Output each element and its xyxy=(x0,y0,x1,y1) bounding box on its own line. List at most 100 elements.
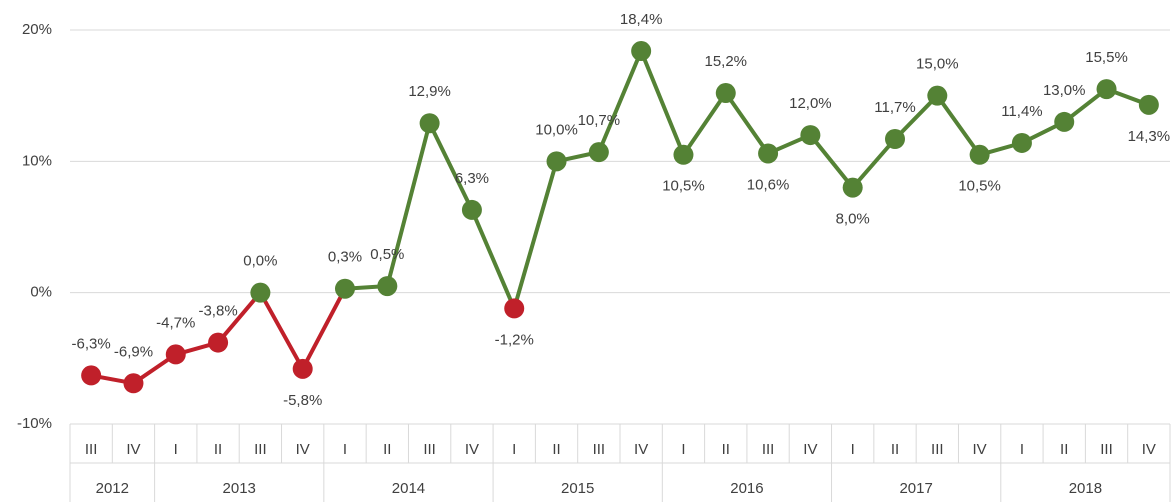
data-label: 12,9% xyxy=(408,83,451,100)
x-tick-label: III xyxy=(85,441,98,458)
point xyxy=(800,125,821,146)
point xyxy=(927,85,948,106)
line-segment xyxy=(935,93,982,157)
x-tick-label: IV xyxy=(126,441,140,458)
line-segment xyxy=(385,121,432,289)
point xyxy=(81,365,102,386)
x-tick-label: III xyxy=(593,441,606,458)
point xyxy=(546,151,567,172)
point xyxy=(673,144,694,165)
data-label: 6,3% xyxy=(455,170,489,187)
point xyxy=(969,144,990,165)
point xyxy=(631,41,652,62)
x-tick-label: I xyxy=(1020,441,1024,458)
point xyxy=(377,276,398,297)
point xyxy=(250,282,271,303)
data-label: 12,0% xyxy=(789,95,832,112)
line-segment xyxy=(850,137,897,190)
line-segment xyxy=(300,286,347,371)
point xyxy=(208,332,229,353)
year-label: 2014 xyxy=(392,480,425,497)
x-tick-label: I xyxy=(681,441,685,458)
data-label: 10,7% xyxy=(578,112,621,129)
data-label: 10,5% xyxy=(662,178,705,195)
line-segment xyxy=(427,121,474,212)
point xyxy=(1096,79,1117,100)
point xyxy=(1138,94,1159,115)
y-tick-label: 20% xyxy=(22,21,52,38)
x-tick-label: III xyxy=(254,441,267,458)
x-tick-label: IV xyxy=(296,441,310,458)
point xyxy=(335,278,355,299)
x-tick-label: II xyxy=(383,441,391,458)
data-label: 15,2% xyxy=(704,53,747,70)
x-tick-label: II xyxy=(1060,441,1068,458)
year-label: 2015 xyxy=(561,480,594,497)
data-label: 13,0% xyxy=(1043,82,1086,99)
point xyxy=(1054,111,1075,132)
x-tick-label: I xyxy=(174,441,178,458)
year-label: 2018 xyxy=(1069,480,1102,497)
data-label: 10,0% xyxy=(535,121,578,138)
point xyxy=(292,358,313,379)
data-label: 15,0% xyxy=(916,56,959,73)
line-segment xyxy=(596,49,644,155)
x-tick-label: III xyxy=(1100,441,1113,458)
data-label: 0,0% xyxy=(243,253,277,270)
point xyxy=(461,199,482,220)
point xyxy=(842,177,863,198)
x-tick-label: II xyxy=(722,441,730,458)
data-label: 8,0% xyxy=(836,211,870,228)
line-segment xyxy=(893,93,940,142)
x-tick-label: IV xyxy=(1142,441,1156,458)
data-label: 11,4% xyxy=(1001,103,1042,120)
point xyxy=(885,129,905,150)
data-label: -5,8% xyxy=(283,392,322,409)
line-segment xyxy=(639,49,686,157)
x-tick-label: II xyxy=(891,441,899,458)
x-tick-label: II xyxy=(214,441,222,458)
x-tick-label: IV xyxy=(634,441,648,458)
data-label: -4,7% xyxy=(156,314,195,331)
x-tick-label: III xyxy=(762,441,775,458)
data-label: -1,2% xyxy=(495,331,534,348)
data-label: 0,5% xyxy=(370,246,404,263)
line-segment xyxy=(512,159,559,311)
point xyxy=(1011,132,1032,153)
data-label: 11,7% xyxy=(874,99,915,116)
year-label: 2013 xyxy=(223,480,256,497)
data-label: 18,4% xyxy=(620,11,663,28)
data-label: -6,9% xyxy=(114,343,153,360)
line-segment xyxy=(216,290,263,345)
data-label: 14,3% xyxy=(1128,128,1171,145)
x-tick-label: I xyxy=(851,441,855,458)
data-label: -6,3% xyxy=(72,335,111,352)
data-label: 0,3% xyxy=(328,249,362,266)
x-tick-label: II xyxy=(552,441,560,458)
x-tick-label: I xyxy=(512,441,516,458)
y-tick-label: 10% xyxy=(22,152,52,169)
x-tick-label: IV xyxy=(973,441,987,458)
year-label: 2012 xyxy=(96,480,129,497)
x-tick-label: III xyxy=(423,441,436,458)
data-label: -3,8% xyxy=(198,303,237,320)
point xyxy=(123,373,144,394)
line-segment xyxy=(808,133,855,190)
data-label: 10,6% xyxy=(747,176,790,193)
year-label: 2016 xyxy=(730,480,763,497)
x-tick-label: III xyxy=(931,441,944,458)
point xyxy=(758,143,779,164)
y-tick-label: -10% xyxy=(17,415,52,432)
point xyxy=(715,83,736,104)
line-segment xyxy=(258,290,305,371)
x-tick-label: I xyxy=(343,441,347,458)
point xyxy=(419,113,440,134)
line-segment xyxy=(723,91,771,156)
x-tick-label: IV xyxy=(465,441,479,458)
point xyxy=(504,298,525,319)
line-segment xyxy=(681,91,728,157)
point xyxy=(588,142,609,163)
data-label: 15,5% xyxy=(1085,49,1128,66)
data-label: 10,5% xyxy=(958,178,1001,195)
